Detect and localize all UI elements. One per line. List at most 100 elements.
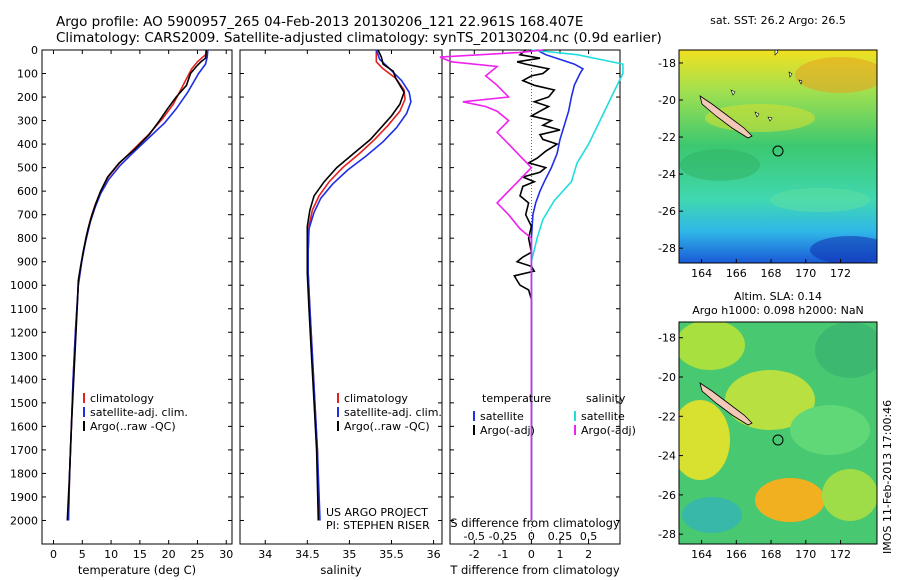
series-line-climatology xyxy=(307,50,406,521)
x-tick-label: 36 xyxy=(427,548,441,561)
map-x-tick-label: 172 xyxy=(830,267,851,280)
y-tick-label: 200 xyxy=(17,91,38,104)
y-tick-label: 1800 xyxy=(10,467,38,480)
legend-label: Argo(..raw -QC) xyxy=(90,420,176,433)
map-x-tick-label: 168 xyxy=(761,267,782,280)
series-line-t-argo-adj- xyxy=(513,49,561,521)
difference-axes xyxy=(449,49,621,545)
series-line-s-argo-adj- xyxy=(439,49,543,521)
series-line-climatology xyxy=(67,49,208,521)
map-x-tick-label: 168 xyxy=(761,548,782,561)
y-tick-label: 1500 xyxy=(10,397,38,410)
series-line-satellite-adj-clim- xyxy=(67,49,209,521)
x-tick-label: 1 xyxy=(557,548,564,561)
map-x-tick-label: 170 xyxy=(795,548,816,561)
x-tick-label: 25 xyxy=(190,548,204,561)
x-tick-label: 20 xyxy=(162,548,176,561)
x-tick-label: 15 xyxy=(133,548,147,561)
title-line-2: Climatology: CARS2009. Satellite-adjuste… xyxy=(56,30,662,46)
y-tick-label: 1700 xyxy=(10,444,38,457)
map-y-tick-label: -18 xyxy=(658,57,676,70)
y-tick-label: 400 xyxy=(17,138,38,151)
map-x-tick-label: 166 xyxy=(726,267,747,280)
x-tick-label: 10 xyxy=(104,548,118,561)
map-y-tick-label: -26 xyxy=(658,205,676,218)
x-axis-label: temperature (deg C) xyxy=(78,563,196,577)
legend-heading-temperature: temperature xyxy=(482,392,551,405)
x-tick-label: 2 xyxy=(585,548,592,561)
y-tick-label: 600 xyxy=(17,185,38,198)
x-tick-label: 35 xyxy=(342,548,356,561)
x-tick-label: 30 xyxy=(219,548,233,561)
x-tick-label: -1 xyxy=(497,548,508,561)
map-y-tick-label: -26 xyxy=(658,489,676,502)
map-y-tick-label: -24 xyxy=(658,450,676,463)
temperature-axes xyxy=(41,49,233,545)
legend-label: satellite xyxy=(480,410,524,423)
x-tick-label: 34.5 xyxy=(295,548,320,561)
legend-label: satellite xyxy=(581,410,625,423)
y-tick-label: 500 xyxy=(17,162,38,175)
y-tick-label: 300 xyxy=(17,115,38,128)
y-tick-label: 1300 xyxy=(10,350,38,363)
x-top-tick-label: 0.25 xyxy=(548,530,573,543)
legend-label: climatology xyxy=(344,392,408,405)
sst-map xyxy=(678,49,878,264)
x-tick-label: -2 xyxy=(469,548,480,561)
y-tick-label: 1400 xyxy=(10,373,38,386)
map-y-tick-label: -22 xyxy=(658,410,676,423)
sst-map-title: sat. SST: 26.2 Argo: 26.5 xyxy=(710,14,846,27)
x-top-tick-label: -0.5 xyxy=(464,530,485,543)
map-y-tick-label: -22 xyxy=(658,131,676,144)
pi-annotation: PI: STEPHEN RISER xyxy=(326,519,430,532)
legend-label: climatology xyxy=(90,392,154,405)
pi-annotation: US ARGO PROJECT xyxy=(326,506,428,519)
map-y-tick-label: -20 xyxy=(658,371,676,384)
y-tick-label: 1600 xyxy=(10,420,38,433)
y-tick-label: 2000 xyxy=(10,514,38,527)
y-tick-label: 0 xyxy=(31,44,38,57)
x-axis-label: T difference from climatology xyxy=(449,563,620,577)
series-line-argo xyxy=(66,50,207,521)
y-tick-label: 700 xyxy=(17,209,38,222)
y-tick-label: 900 xyxy=(17,256,38,269)
x-axis-label: salinity xyxy=(320,563,361,577)
sla-map-title-1: Altim. SLA: 0.14 xyxy=(733,290,823,303)
map-x-tick-label: 164 xyxy=(691,267,712,280)
map-y-tick-label: -18 xyxy=(658,332,676,345)
timestamp-stamp: IMOS 11-Feb-2013 17:00:46 xyxy=(881,399,894,554)
x-top-tick-label: 0.5 xyxy=(580,530,598,543)
map-y-tick-label: -24 xyxy=(658,168,676,181)
salinity-axes xyxy=(239,49,443,545)
series-line-argo xyxy=(306,49,405,521)
series-line-s-satellite xyxy=(530,49,624,521)
x-tick-label: 0 xyxy=(50,548,57,561)
x-axis-label-2: S difference from climatology xyxy=(450,516,620,530)
y-tick-label: 1900 xyxy=(10,491,38,504)
x-tick-label: 34 xyxy=(258,548,272,561)
x-tick-label: 0 xyxy=(528,548,535,561)
legend-heading-salinity: salinity xyxy=(586,392,626,405)
map-x-tick-label: 172 xyxy=(830,548,851,561)
map-y-tick-label: -28 xyxy=(658,528,676,541)
sla-map-title-2: Argo h1000: 0.098 h2000: NaN xyxy=(692,304,864,317)
y-tick-label: 1200 xyxy=(10,326,38,339)
y-tick-label: 1000 xyxy=(10,279,38,292)
sla-map xyxy=(678,321,878,545)
map-y-tick-label: -20 xyxy=(658,94,676,107)
series-line-satellite-adj-clim- xyxy=(307,49,412,521)
y-tick-label: 100 xyxy=(17,68,38,81)
map-y-tick-label: -28 xyxy=(658,242,676,255)
series-line-t-satellite xyxy=(530,49,585,521)
x-tick-label: 5 xyxy=(79,548,86,561)
legend-label: satellite-adj. clim. xyxy=(344,406,442,419)
y-tick-label: 1100 xyxy=(10,303,38,316)
legend-label: Argo(-adj) xyxy=(581,424,636,437)
legend-label: satellite-adj. clim. xyxy=(90,406,188,419)
legend-label: Argo(-adj) xyxy=(480,424,535,437)
x-tick-label: 35.5 xyxy=(379,548,404,561)
map-x-tick-label: 164 xyxy=(691,548,712,561)
title-line-1: Argo profile: AO 5900957_265 04-Feb-2013… xyxy=(56,14,584,30)
y-tick-label: 800 xyxy=(17,232,38,245)
